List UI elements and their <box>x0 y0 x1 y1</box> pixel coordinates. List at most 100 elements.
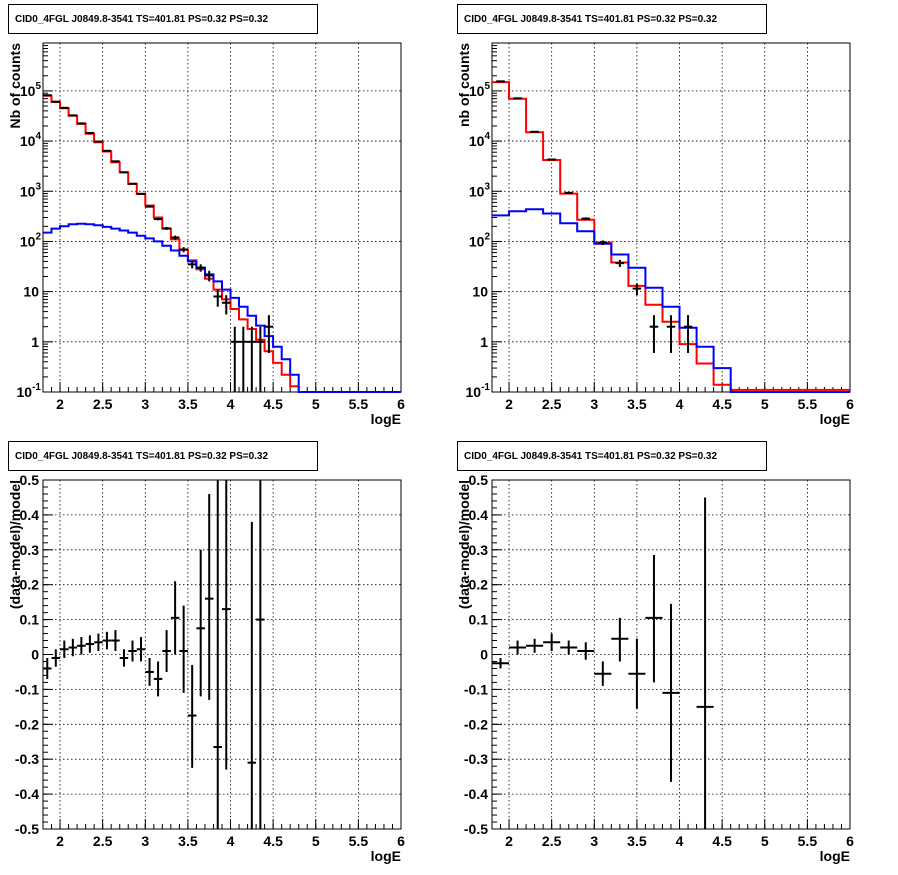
y-tick-label: 0 <box>31 647 39 663</box>
y-tick-label: -0.3 <box>464 751 488 767</box>
y-axis-title: (data-model)/model <box>456 480 472 609</box>
x-tick-label: 2 <box>56 833 64 849</box>
data-point <box>179 247 188 253</box>
data-point <box>119 649 129 667</box>
data-point <box>162 630 171 672</box>
x-tick-label: 5 <box>761 833 769 849</box>
x-tick-label: 4.5 <box>263 833 283 849</box>
data-point <box>102 631 112 650</box>
data-point <box>187 260 197 269</box>
pad-bottom-left: 2 2.5 3 3.5 4 4.5 5 5.5 6 -0.5 -0.4 -0.3 -0.2 -0.1 0 0.… <box>0 437 449 875</box>
chart-bottom-left: 2 2.5 3 3.5 4 4.5 5 5.5 6 -0.5 -0.4 -0.3 -0.2 -0.1 0 0.… <box>7 472 405 864</box>
y-tick-label: 103 <box>469 181 491 199</box>
x-axis-title: logE <box>820 848 850 864</box>
x-tick-label: 5.5 <box>349 833 369 849</box>
pad-top-left: 2 2.5 3 3.5 4 4.5 5 5.5 6 10-1 1 10 102 103 104 105 logE… <box>0 0 449 437</box>
x-axis-title: logE <box>820 411 850 427</box>
data-point <box>222 480 231 770</box>
data-point <box>264 315 274 353</box>
chart-top-left: 2 2.5 3 3.5 4 4.5 5 5.5 6 10-1 1 10 102 103 104 105 logE… <box>7 42 405 427</box>
data-point <box>577 642 595 660</box>
x-tick-label: 2.5 <box>93 833 113 849</box>
data-point <box>111 630 120 652</box>
x-tick-label: 3 <box>141 396 149 412</box>
x-axis-title: logE <box>371 411 401 427</box>
data-point <box>162 226 171 231</box>
x-tick-label: 2.5 <box>542 833 562 849</box>
x-tick-label: 2 <box>505 833 513 849</box>
series-line-1 <box>43 222 401 393</box>
x-tick-label: 3.5 <box>627 396 647 412</box>
x-tick-label: 5 <box>312 833 320 849</box>
y-tick-label: 1 <box>480 334 488 350</box>
chart-bottom-right: 2 2.5 3 3.5 4 4.5 5 5.5 6 -0.5 -0.4 -0.3 -0.2 -0.1 0 0.… <box>456 472 854 864</box>
data-point <box>256 480 265 829</box>
data-point <box>60 640 69 658</box>
x-axis-title: logE <box>371 848 401 864</box>
data-point <box>581 217 591 220</box>
data-point <box>153 661 163 697</box>
data-point <box>102 149 112 152</box>
y-tick-label: 103 <box>20 181 42 199</box>
chart-top-right: 2 2.5 3 3.5 4 4.5 5 5.5 6 10-1 1 10 102 103 104 105 logE… <box>456 42 854 427</box>
data-point <box>170 235 180 240</box>
x-tick-label: 4 <box>227 833 235 849</box>
y-tick-label: -0.5 <box>464 821 488 837</box>
data-point <box>256 326 265 392</box>
y-axis-title: Nb of counts <box>7 43 23 129</box>
data-point <box>611 617 629 662</box>
x-tick-label: 3.5 <box>178 396 198 412</box>
data-point <box>230 326 240 392</box>
x-tick-label: 4 <box>676 833 684 849</box>
y-tick-label: 105 <box>469 81 491 99</box>
y-tick-label: 102 <box>20 231 42 249</box>
x-tick-label: 3.5 <box>178 833 198 849</box>
y-tick-label: 104 <box>469 131 491 149</box>
data-point <box>615 259 625 267</box>
y-tick-label: 0.4 <box>20 507 40 523</box>
x-tick-label: 6 <box>846 396 854 412</box>
x-tick-label: 5.5 <box>798 833 818 849</box>
x-tick-label: 5.5 <box>349 396 369 412</box>
y-tick-label: -0.4 <box>464 786 488 802</box>
data-point <box>204 270 214 282</box>
x-tick-label: 2 <box>505 396 513 412</box>
data-point <box>662 603 680 782</box>
y-axis-title: (data-model)/model <box>7 480 23 609</box>
y-tick-label: 0.2 <box>20 577 40 593</box>
pad-bottom-right: 2 2.5 3 3.5 4 4.5 5 5.5 6 -0.5 -0.4 -0.3 -0.2 -0.1 0 0.… <box>449 437 898 875</box>
data-point <box>85 635 95 653</box>
y-tick-label: -0.1 <box>464 681 488 697</box>
data-point <box>136 192 146 195</box>
x-tick-label: 3 <box>590 396 598 412</box>
y-tick-label: 10 <box>472 284 488 300</box>
data-point <box>598 240 608 245</box>
data-point <box>492 657 510 669</box>
chart-title: CID0_4FGL J0849.8-3541 TS=401.81 PS=0.32… <box>457 4 767 34</box>
x-tick-label: 5.5 <box>798 396 818 412</box>
data-point <box>645 555 663 683</box>
data-point <box>594 661 612 686</box>
y-tick-label: 0.3 <box>20 542 40 558</box>
x-tick-label: 4.5 <box>712 396 732 412</box>
data-point <box>196 264 205 272</box>
series-line-0 <box>492 81 850 391</box>
data-point <box>509 640 527 655</box>
chart-title: CID0_4FGL J0849.8-3541 TS=401.81 PS=0.32… <box>8 441 318 471</box>
x-tick-label: 3 <box>141 833 149 849</box>
y-tick-label: -0.2 <box>464 716 488 732</box>
y-tick-label: 0.4 <box>469 507 489 523</box>
y-tick-label: -0.3 <box>15 751 39 767</box>
data-point <box>170 581 180 655</box>
x-tick-label: 2.5 <box>93 396 113 412</box>
data-point <box>68 638 78 657</box>
y-tick-label: 0.5 <box>20 472 40 488</box>
y-axis-title: nb of counts <box>456 43 472 127</box>
x-tick-label: 4 <box>676 396 684 412</box>
data-point <box>43 657 52 679</box>
data-point <box>683 315 693 353</box>
x-tick-label: 5 <box>312 396 320 412</box>
data-point <box>145 205 154 208</box>
data-point <box>247 521 257 829</box>
x-tick-label: 6 <box>397 833 405 849</box>
